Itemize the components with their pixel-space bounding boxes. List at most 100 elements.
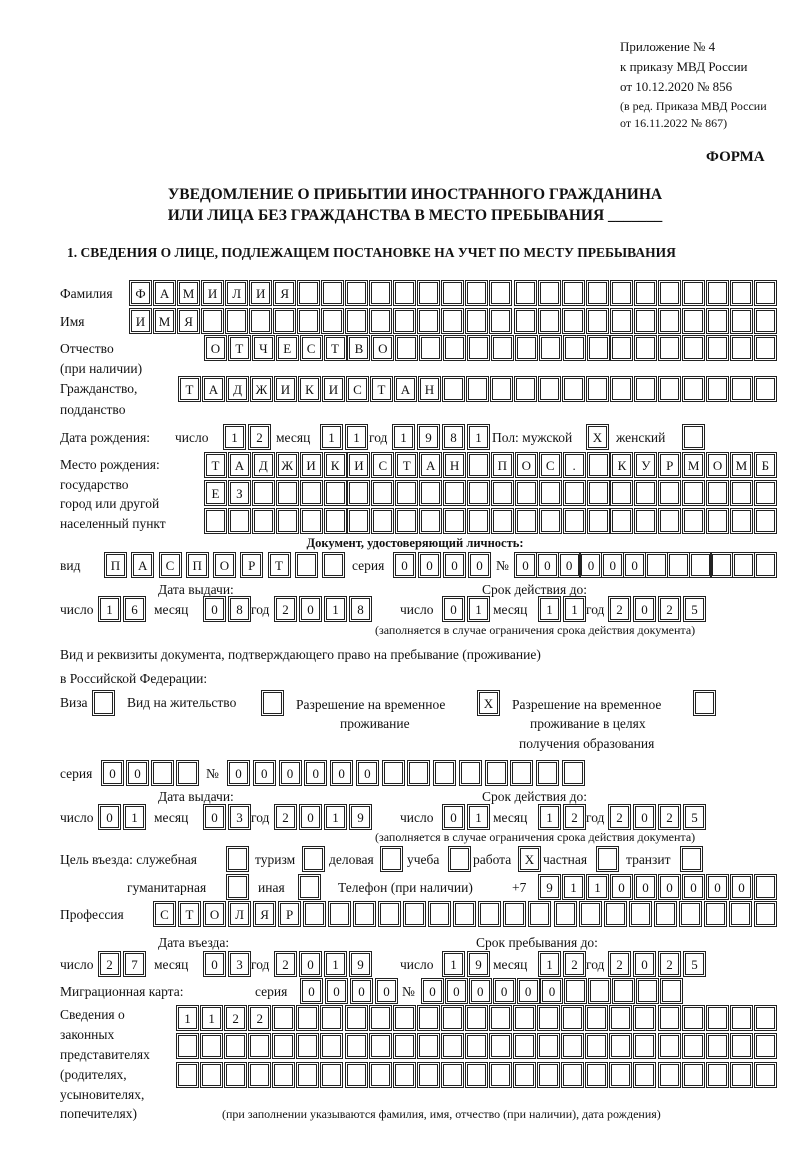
char-box[interactable]: Р bbox=[240, 552, 264, 578]
char-box[interactable] bbox=[464, 1062, 488, 1088]
char-box[interactable] bbox=[612, 978, 636, 1004]
char-box[interactable] bbox=[371, 480, 395, 506]
char-box[interactable]: 3 bbox=[228, 951, 251, 977]
char-box[interactable] bbox=[537, 1033, 561, 1059]
char-box[interactable] bbox=[609, 1033, 633, 1059]
char-box[interactable] bbox=[297, 280, 321, 306]
char-box[interactable] bbox=[392, 1062, 416, 1088]
char-box[interactable] bbox=[562, 508, 586, 534]
char-box[interactable]: А bbox=[394, 376, 417, 402]
char-box[interactable] bbox=[440, 1005, 464, 1031]
char-box[interactable] bbox=[249, 308, 273, 334]
char-box[interactable]: О bbox=[213, 552, 236, 578]
char-box[interactable]: 1 bbox=[538, 596, 561, 622]
char-box[interactable] bbox=[320, 1033, 344, 1059]
char-box[interactable] bbox=[585, 1033, 609, 1059]
char-box[interactable]: 2 bbox=[658, 951, 681, 977]
char-box[interactable] bbox=[753, 901, 777, 927]
char-box[interactable] bbox=[323, 480, 347, 506]
char-box[interactable] bbox=[586, 480, 610, 506]
char-box[interactable]: О bbox=[204, 335, 227, 361]
char-box[interactable] bbox=[378, 901, 402, 927]
char-box[interactable] bbox=[706, 335, 730, 361]
char-box[interactable] bbox=[633, 1033, 657, 1059]
char-box[interactable] bbox=[603, 901, 627, 927]
char-box[interactable] bbox=[561, 1005, 585, 1031]
char-box[interactable]: 0 bbox=[393, 552, 416, 578]
char-box[interactable] bbox=[443, 335, 467, 361]
char-box[interactable] bbox=[666, 552, 690, 578]
char-box[interactable] bbox=[658, 376, 681, 402]
char-box[interactable] bbox=[729, 335, 753, 361]
char-box[interactable] bbox=[561, 1062, 585, 1088]
char-box[interactable] bbox=[328, 901, 352, 927]
char-box[interactable] bbox=[688, 552, 712, 578]
char-box[interactable] bbox=[419, 480, 443, 506]
char-box[interactable] bbox=[710, 552, 734, 578]
char-box[interactable] bbox=[636, 978, 660, 1004]
char-box[interactable] bbox=[490, 376, 513, 402]
char-box[interactable] bbox=[224, 1033, 248, 1059]
char-box[interactable] bbox=[706, 376, 729, 402]
char-box[interactable] bbox=[514, 335, 538, 361]
char-box[interactable]: Л bbox=[228, 901, 252, 927]
purpose-private-checkbox[interactable] bbox=[596, 846, 619, 872]
char-box[interactable] bbox=[345, 280, 369, 306]
char-box[interactable]: Е bbox=[204, 480, 227, 506]
char-box[interactable] bbox=[753, 1005, 777, 1031]
char-box[interactable] bbox=[513, 1062, 537, 1088]
temp-permit-edu-checkbox[interactable] bbox=[693, 690, 716, 716]
char-box[interactable] bbox=[320, 1062, 344, 1088]
char-box[interactable]: 9 bbox=[349, 804, 372, 830]
char-box[interactable] bbox=[659, 978, 683, 1004]
visa-checkbox[interactable] bbox=[92, 690, 115, 716]
legal-reps-cells-2[interactable] bbox=[176, 1033, 777, 1059]
char-box[interactable] bbox=[729, 508, 753, 534]
char-box[interactable]: У bbox=[634, 452, 658, 478]
char-box[interactable] bbox=[682, 508, 706, 534]
char-box[interactable] bbox=[657, 308, 681, 334]
char-box[interactable]: М bbox=[177, 280, 201, 306]
char-box[interactable] bbox=[403, 901, 427, 927]
char-box[interactable]: 1 bbox=[320, 424, 343, 450]
char-box[interactable] bbox=[443, 508, 467, 534]
char-box[interactable]: . bbox=[562, 452, 586, 478]
char-box[interactable] bbox=[514, 376, 537, 402]
char-box[interactable]: 0 bbox=[682, 874, 705, 900]
char-box[interactable]: 7 bbox=[123, 951, 146, 977]
char-box[interactable] bbox=[428, 901, 452, 927]
char-box[interactable] bbox=[448, 846, 471, 872]
char-box[interactable]: П bbox=[490, 452, 514, 478]
char-box[interactable] bbox=[562, 376, 585, 402]
char-box[interactable]: П bbox=[104, 552, 127, 578]
char-box[interactable] bbox=[561, 1033, 585, 1059]
char-box[interactable]: 0 bbox=[418, 552, 441, 578]
char-box[interactable]: 6 bbox=[123, 596, 146, 622]
char-box[interactable] bbox=[489, 1005, 513, 1031]
char-box[interactable]: 0 bbox=[514, 552, 537, 578]
char-box[interactable]: А bbox=[227, 452, 251, 478]
char-box[interactable] bbox=[503, 901, 527, 927]
char-box[interactable] bbox=[443, 480, 467, 506]
char-box[interactable] bbox=[528, 901, 552, 927]
char-box[interactable] bbox=[729, 1033, 753, 1059]
char-box[interactable]: 0 bbox=[633, 951, 656, 977]
char-box[interactable] bbox=[275, 480, 299, 506]
char-box[interactable]: 0 bbox=[421, 978, 444, 1004]
char-box[interactable] bbox=[729, 280, 753, 306]
char-box[interactable] bbox=[680, 846, 703, 872]
char-box[interactable] bbox=[585, 308, 609, 334]
char-box[interactable] bbox=[441, 308, 465, 334]
char-box[interactable] bbox=[261, 690, 284, 716]
char-box[interactable] bbox=[553, 901, 577, 927]
legal-reps-cells-3[interactable] bbox=[176, 1062, 777, 1088]
